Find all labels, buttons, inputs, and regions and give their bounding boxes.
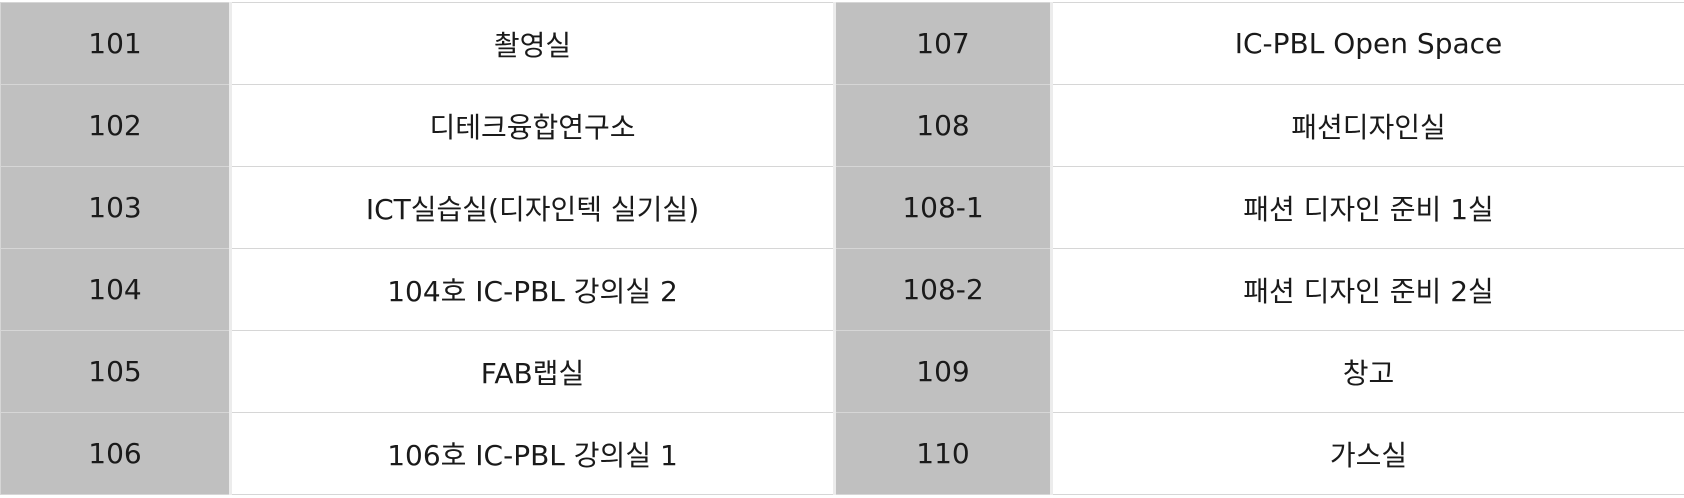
table-row: 104 104호 IC-PBL 강의실 2 108-2 패션 디자인 준비 2실: [0, 248, 1684, 331]
room-number-cell: 107: [834, 2, 1053, 85]
table-row: 106 106호 IC-PBL 강의실 1 110 가스실: [0, 412, 1684, 495]
room-number-cell: 108-1: [834, 166, 1053, 249]
table-row: 103 ICT실습실(디자인텍 실기실) 108-1 패션 디자인 준비 1실: [0, 166, 1684, 249]
room-number-cell: 105: [0, 330, 232, 413]
room-number-cell: 101: [0, 2, 232, 85]
room-name-cell: 촬영실: [230, 2, 836, 85]
room-name-cell: IC-PBL Open Space: [1051, 2, 1684, 85]
room-name-cell: 패션디자인실: [1051, 84, 1684, 167]
table-row: 105 FAB랩실 109 창고: [0, 330, 1684, 413]
room-number-cell: 108: [834, 84, 1053, 167]
room-number-cell: 110: [834, 412, 1053, 495]
room-number-cell: 106: [0, 412, 232, 495]
room-number-cell: 103: [0, 166, 232, 249]
room-number-cell: 109: [834, 330, 1053, 413]
room-name-cell: 106호 IC-PBL 강의실 1: [230, 412, 836, 495]
room-name-cell: 패션 디자인 준비 1실: [1051, 166, 1684, 249]
room-name-cell: 패션 디자인 준비 2실: [1051, 248, 1684, 331]
room-number-cell: 102: [0, 84, 232, 167]
room-name-cell: ICT실습실(디자인텍 실기실): [230, 166, 836, 249]
room-name-cell: 가스실: [1051, 412, 1684, 495]
room-number-cell: 108-2: [834, 248, 1053, 331]
room-name-cell: 디테크융합연구소: [230, 84, 836, 167]
room-number-cell: 104: [0, 248, 232, 331]
table-row: 102 디테크융합연구소 108 패션디자인실: [0, 84, 1684, 167]
room-name-cell: 104호 IC-PBL 강의실 2: [230, 248, 836, 331]
table-row: 101 촬영실 107 IC-PBL Open Space: [0, 2, 1684, 85]
room-name-cell: FAB랩실: [230, 330, 836, 413]
room-name-cell: 창고: [1051, 330, 1684, 413]
